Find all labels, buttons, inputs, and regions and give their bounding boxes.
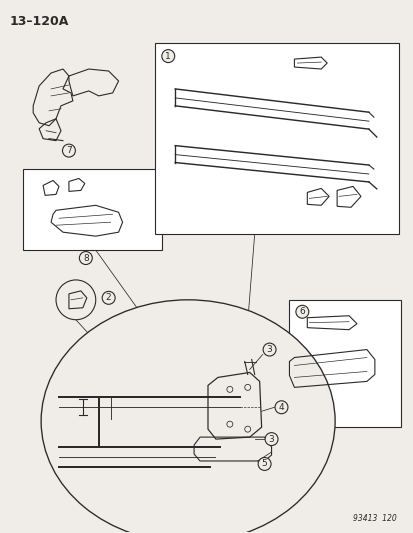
Circle shape [295,305,308,318]
Text: 2: 2 [106,293,111,302]
Text: 13–120A: 13–120A [9,15,69,28]
Circle shape [274,401,287,414]
Circle shape [56,280,95,320]
Text: 7: 7 [66,146,71,155]
Text: 3: 3 [268,434,274,443]
Circle shape [102,292,115,304]
Ellipse shape [41,300,335,533]
Bar [155,43,398,234]
Text: 1: 1 [165,52,171,61]
Circle shape [79,252,92,264]
Bar [23,168,162,250]
Text: 93413  120: 93413 120 [352,514,396,523]
Circle shape [161,50,174,62]
Bar [289,300,400,427]
Circle shape [62,144,75,157]
Text: 3: 3 [266,345,272,354]
Circle shape [263,343,275,356]
Circle shape [258,457,271,471]
Circle shape [264,433,278,446]
Text: 5: 5 [261,459,267,469]
Text: 8: 8 [83,254,88,263]
Text: 4: 4 [278,403,284,412]
Text: 6: 6 [299,307,304,316]
